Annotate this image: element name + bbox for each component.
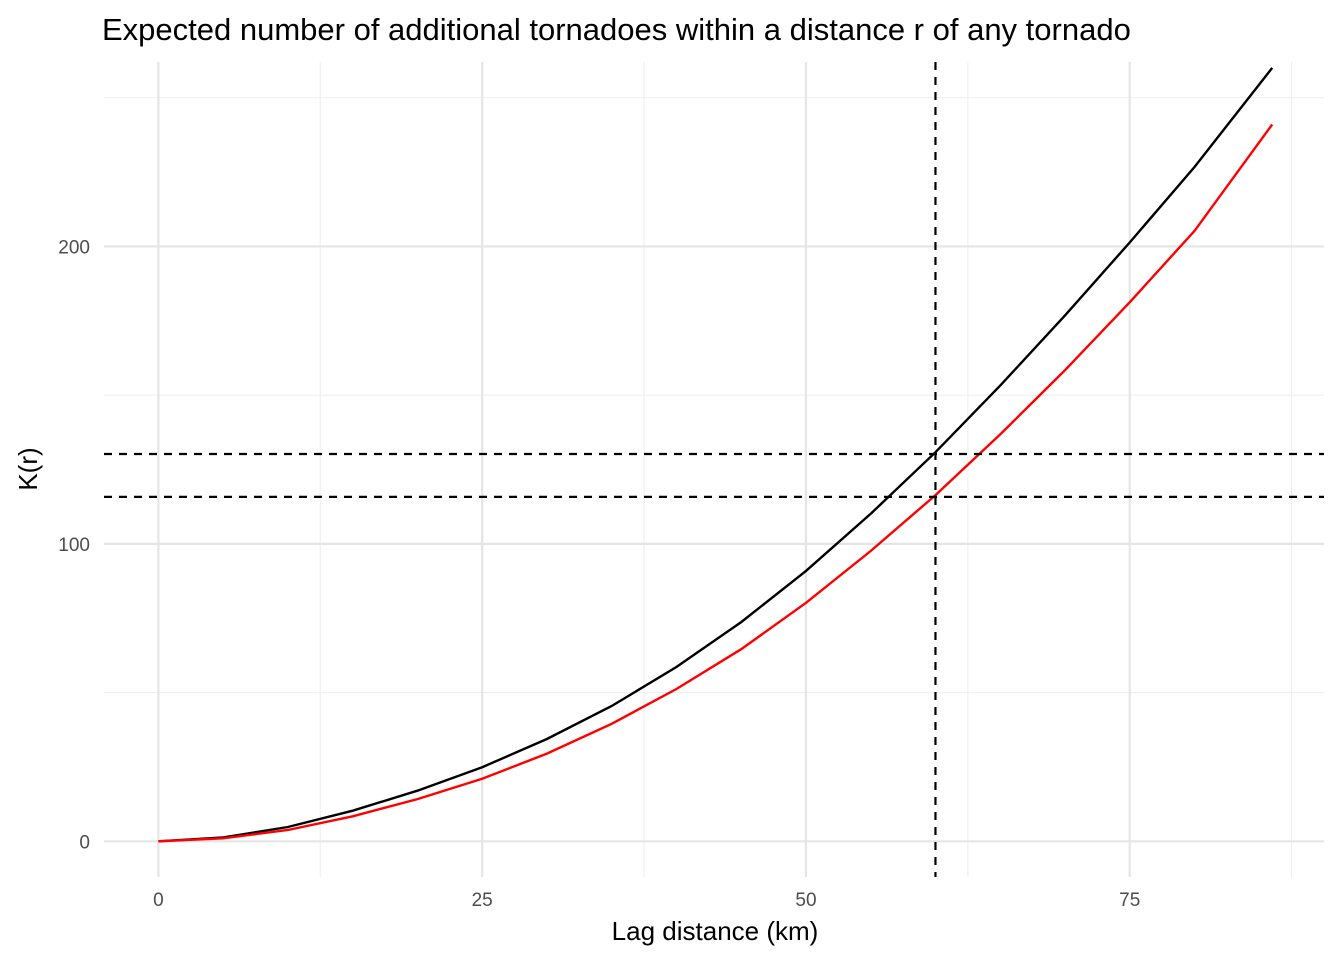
x-tick-label-1: 25 — [472, 890, 493, 911]
y-axis-title: K(r) — [13, 447, 43, 490]
major-gridlines — [104, 62, 1324, 877]
x-tick-label-0: 0 — [153, 890, 164, 911]
x-axis-tick-labels: 0 25 50 75 — [153, 890, 1140, 911]
minor-gridlines — [104, 62, 1324, 877]
x-axis-title: Lag distance (km) — [612, 916, 819, 946]
y-tick-label-0: 0 — [79, 832, 90, 853]
y-axis-tick-labels: 0 100 200 — [58, 237, 90, 853]
series-line-1 — [158, 123, 1274, 843]
series-line-0 — [158, 67, 1274, 843]
series-layer — [158, 67, 1274, 843]
plot-area — [104, 62, 1324, 877]
reference-lines — [104, 62, 1324, 877]
y-tick-label-2: 200 — [58, 237, 90, 258]
x-tick-label-2: 50 — [795, 890, 816, 911]
y-tick-label-1: 100 — [58, 535, 90, 556]
x-tick-label-3: 75 — [1119, 890, 1140, 911]
chart-title: Expected number of additional tornadoes … — [102, 12, 1131, 47]
